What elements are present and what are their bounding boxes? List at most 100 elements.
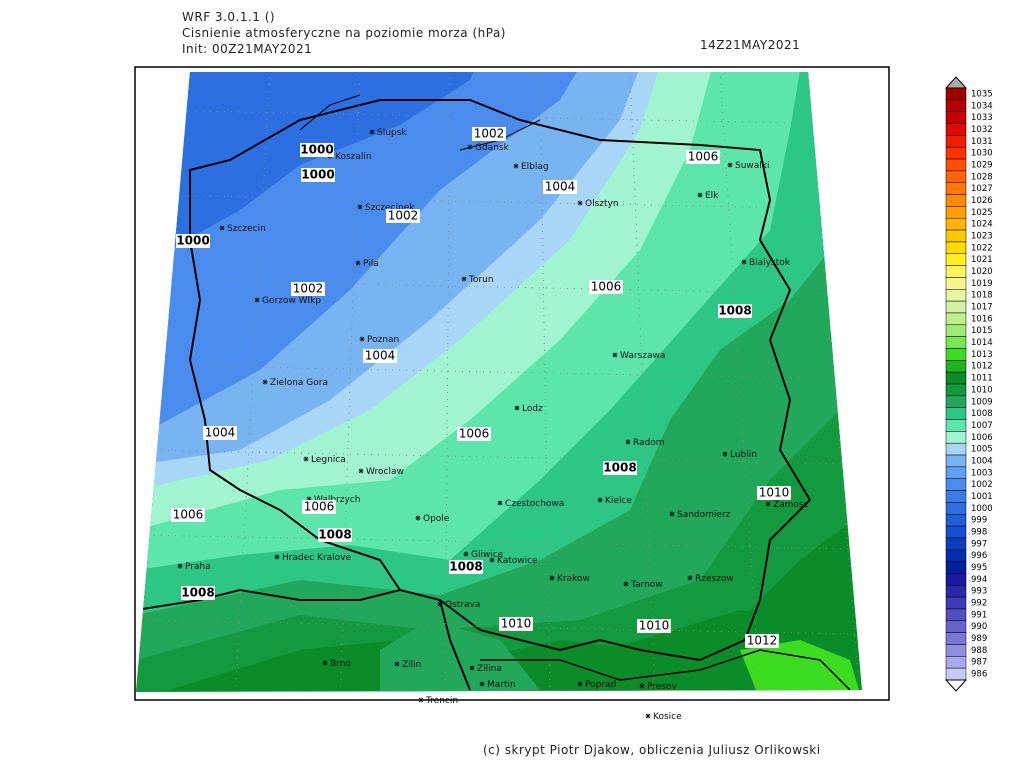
contour-label-box bbox=[603, 461, 637, 475]
city-name: Elk bbox=[705, 191, 719, 201]
colorbar-cell bbox=[945, 348, 967, 361]
city-name: Hradec Kralove bbox=[282, 553, 351, 563]
cities: Slupsk Gdansk Koszalin Elblag Suwalki Elk Olsz… bbox=[177, 128, 809, 722]
city-marker bbox=[645, 713, 651, 719]
colorbar-label: 1002 bbox=[971, 480, 993, 490]
city-marker bbox=[358, 468, 364, 474]
city-name: Warszawa bbox=[620, 351, 665, 361]
colorbar-cell bbox=[945, 99, 967, 112]
contour-label: 1002 bbox=[474, 127, 505, 141]
init-time: Init: 00Z21MAY2021 bbox=[182, 42, 312, 56]
colorbar-label: 998 bbox=[971, 528, 987, 538]
colorbar-label: 995 bbox=[971, 563, 987, 573]
city-name: Katowice bbox=[497, 556, 538, 566]
graticule bbox=[139, 72, 862, 692]
contour-label-box bbox=[386, 209, 420, 223]
contour-label: 1002 bbox=[293, 282, 324, 296]
contour-label: 1010 bbox=[501, 617, 532, 631]
colorbar-label: 994 bbox=[971, 575, 987, 585]
colorbar-label: 1020 bbox=[971, 267, 993, 277]
colorbar-cell bbox=[945, 206, 967, 219]
city-name: Gdansk bbox=[475, 143, 510, 153]
colorbar-label: 1013 bbox=[971, 350, 993, 360]
city-marker bbox=[497, 500, 503, 506]
colorbar-label: 988 bbox=[971, 646, 987, 656]
contour-label-box bbox=[589, 280, 623, 294]
colorbar-cell bbox=[945, 300, 967, 314]
colorbar-cell bbox=[945, 585, 967, 598]
pressure-band bbox=[740, 640, 862, 692]
colorbar-cell bbox=[945, 170, 967, 183]
city-marker bbox=[765, 501, 771, 507]
city-marker bbox=[722, 451, 728, 457]
colorbar-cell bbox=[945, 407, 967, 420]
contour-label: 1004 bbox=[365, 349, 396, 363]
city-marker bbox=[394, 661, 400, 667]
city-marker bbox=[415, 515, 421, 521]
map-title: Cisnienie atmosferyczne na poziomie morz… bbox=[182, 26, 506, 40]
city-name: Bialystok bbox=[749, 258, 791, 268]
city-name: Presov bbox=[647, 682, 678, 692]
contour-label: 1004 bbox=[545, 180, 576, 194]
colorbar-cell bbox=[945, 442, 967, 456]
city-marker bbox=[369, 129, 375, 135]
city-marker bbox=[219, 225, 225, 231]
city-name: Zielona Gora bbox=[270, 378, 328, 388]
colorbar-label: 1010 bbox=[971, 385, 993, 395]
colorbar-cell bbox=[945, 253, 967, 266]
contour-label: 1006 bbox=[459, 427, 490, 441]
city-name: Krakow bbox=[557, 574, 590, 584]
city-marker bbox=[467, 144, 473, 150]
city-name: Kosice bbox=[653, 712, 682, 722]
contour-label-box bbox=[300, 143, 334, 157]
map-frame bbox=[134, 66, 890, 701]
city-name: Czestochowa bbox=[505, 499, 564, 509]
colorbar-cell bbox=[945, 277, 967, 290]
city-marker bbox=[669, 511, 675, 517]
colorbar-cell bbox=[945, 466, 967, 479]
contour-label-box bbox=[543, 180, 577, 194]
colorbar-label: 1015 bbox=[971, 326, 993, 336]
contour-label: 1006 bbox=[591, 280, 622, 294]
contour-label-box bbox=[686, 150, 720, 164]
colorbar-cell bbox=[945, 336, 967, 349]
city-marker bbox=[639, 683, 645, 689]
valid-time: 14Z21MAY2021 bbox=[700, 38, 800, 52]
city-name: Opole bbox=[423, 514, 450, 524]
contour-label: 1002 bbox=[388, 209, 419, 223]
colorbar-cell bbox=[945, 241, 967, 255]
colorbar-label: 1028 bbox=[971, 172, 993, 182]
city-name: Rzeszow bbox=[695, 574, 734, 584]
city-marker bbox=[469, 665, 475, 671]
colorbar-label: 1027 bbox=[971, 184, 993, 194]
city-marker bbox=[625, 439, 631, 445]
colorbar-label: 987 bbox=[971, 658, 987, 668]
city-name: Olsztyn bbox=[585, 199, 619, 209]
colorbar-cell bbox=[945, 490, 967, 503]
city-marker bbox=[514, 405, 520, 411]
colorbar-label: 1031 bbox=[971, 137, 993, 147]
colorbar-cell bbox=[945, 217, 967, 231]
colorbar-label: 991 bbox=[971, 610, 987, 620]
colorbar-cell bbox=[945, 632, 967, 645]
credit: (c) skrypt Piotr Djakow, obliczenia Juli… bbox=[483, 743, 821, 757]
colorbar-cell bbox=[945, 87, 967, 101]
contour-label-box bbox=[176, 234, 210, 248]
colorbar-label: 1011 bbox=[971, 374, 993, 384]
city-name: Elblag bbox=[521, 162, 549, 172]
colorbar-label: 1018 bbox=[971, 291, 993, 301]
colorbar-cap-bottom bbox=[944, 679, 968, 692]
colorbar-label: 1003 bbox=[971, 468, 993, 478]
colorbar-cap-top bbox=[944, 76, 968, 89]
city-name: Trencin bbox=[425, 696, 458, 706]
colorbar-label: 993 bbox=[971, 587, 987, 597]
colorbar-cell bbox=[945, 158, 967, 172]
city-marker bbox=[322, 660, 328, 666]
colorbar-label: 989 bbox=[971, 634, 987, 644]
colorbar-label: 1033 bbox=[971, 113, 993, 123]
city-name: Lodz bbox=[522, 404, 543, 414]
city-marker bbox=[612, 352, 618, 358]
city-name: Zamosc bbox=[773, 500, 809, 510]
contour-label: 1006 bbox=[173, 508, 204, 522]
